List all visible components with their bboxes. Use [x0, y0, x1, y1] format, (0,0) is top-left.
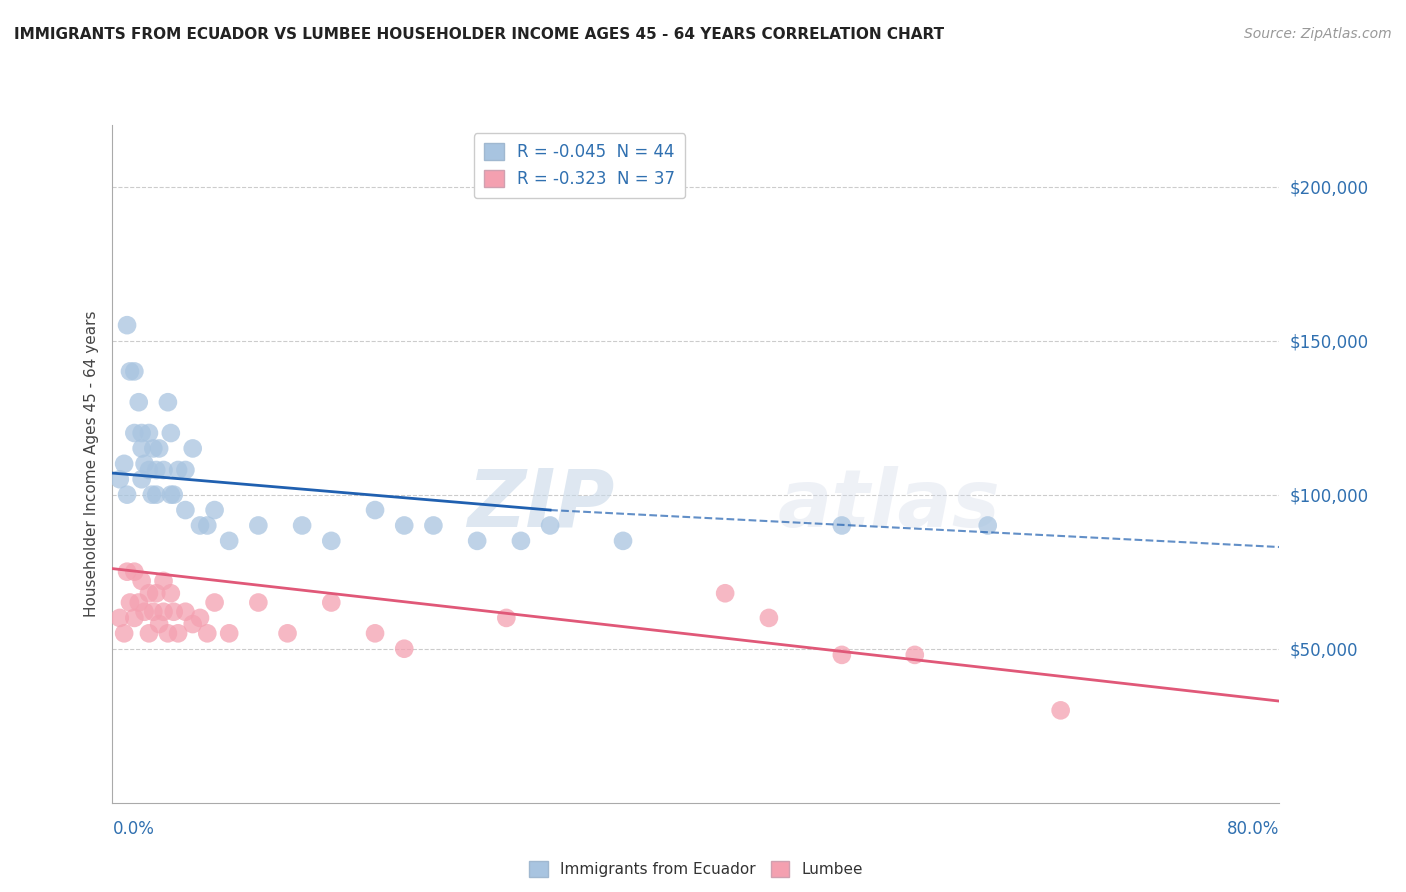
Text: ZIP: ZIP: [467, 466, 614, 543]
Point: [174, 605, 197, 619]
Point: [128, 395, 150, 409]
Point: [124, 565, 146, 579]
Point: [364, 626, 387, 640]
Y-axis label: Householder Income Ages 45 - 64 years: Householder Income Ages 45 - 64 years: [83, 310, 98, 617]
Point: [128, 595, 150, 609]
Point: [108, 611, 131, 625]
Point: [204, 595, 226, 609]
Point: [465, 533, 488, 548]
Point: [148, 617, 170, 632]
Point: [392, 641, 416, 656]
Point: [188, 518, 211, 533]
Point: [138, 463, 160, 477]
Point: [181, 442, 204, 456]
Point: [152, 463, 174, 477]
Point: [152, 605, 174, 619]
Point: [495, 611, 517, 625]
Point: [976, 518, 998, 533]
Point: [218, 533, 240, 548]
Point: [422, 518, 444, 533]
Point: [163, 605, 186, 619]
Point: [134, 605, 156, 619]
Point: [115, 318, 138, 333]
Point: [156, 395, 179, 409]
Point: [321, 595, 343, 609]
Point: [142, 442, 165, 456]
Point: [218, 626, 240, 640]
Point: [124, 425, 146, 440]
Text: 80.0%: 80.0%: [1227, 820, 1279, 838]
Point: [141, 488, 163, 502]
Point: [1049, 703, 1071, 717]
Point: [174, 503, 197, 517]
Point: [148, 442, 170, 456]
Text: atlas: atlas: [778, 466, 1001, 543]
Point: [188, 611, 211, 625]
Point: [138, 586, 160, 600]
Point: [364, 503, 387, 517]
Point: [145, 586, 167, 600]
Point: [904, 648, 927, 662]
Point: [115, 565, 138, 579]
Point: [276, 626, 298, 640]
Text: Source: ZipAtlas.com: Source: ZipAtlas.com: [1244, 27, 1392, 41]
Text: 0.0%: 0.0%: [112, 820, 155, 838]
Point: [160, 586, 183, 600]
Legend: Immigrants from Ecuador, Lumbee: Immigrants from Ecuador, Lumbee: [523, 855, 869, 883]
Point: [174, 463, 197, 477]
Point: [163, 488, 186, 502]
Point: [167, 626, 190, 640]
Point: [247, 518, 270, 533]
Point: [509, 533, 531, 548]
Point: [124, 611, 146, 625]
Point: [138, 425, 160, 440]
Point: [831, 648, 853, 662]
Point: [145, 488, 167, 502]
Point: [392, 518, 416, 533]
Point: [204, 503, 226, 517]
Point: [145, 463, 167, 477]
Point: [131, 425, 153, 440]
Point: [108, 472, 131, 486]
Point: [195, 518, 218, 533]
Point: [118, 595, 141, 609]
Point: [131, 574, 153, 588]
Point: [321, 533, 343, 548]
Point: [156, 626, 179, 640]
Point: [138, 626, 160, 640]
Text: IMMIGRANTS FROM ECUADOR VS LUMBEE HOUSEHOLDER INCOME AGES 45 - 64 YEARS CORRELAT: IMMIGRANTS FROM ECUADOR VS LUMBEE HOUSEH…: [14, 27, 945, 42]
Point: [160, 425, 183, 440]
Point: [112, 626, 135, 640]
Point: [115, 488, 138, 502]
Point: [131, 472, 153, 486]
Point: [152, 574, 174, 588]
Point: [134, 457, 156, 471]
Point: [247, 595, 270, 609]
Point: [181, 617, 204, 632]
Point: [831, 518, 853, 533]
Point: [714, 586, 737, 600]
Point: [612, 533, 634, 548]
Point: [124, 364, 146, 378]
Point: [131, 442, 153, 456]
Point: [118, 364, 141, 378]
Point: [758, 611, 780, 625]
Point: [291, 518, 314, 533]
Point: [167, 463, 190, 477]
Point: [538, 518, 561, 533]
Point: [195, 626, 218, 640]
Point: [160, 488, 183, 502]
Point: [142, 605, 165, 619]
Point: [112, 457, 135, 471]
